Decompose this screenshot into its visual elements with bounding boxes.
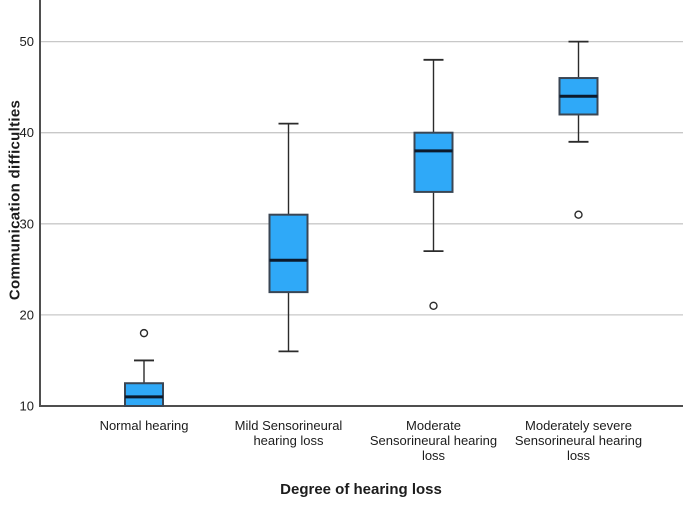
- y-tick-label: 30: [20, 216, 34, 231]
- y-tick-label: 50: [20, 34, 34, 49]
- x-axis-title: Degree of hearing loss: [280, 481, 442, 498]
- x-category-label: Mild Sensorineural: [235, 418, 343, 433]
- x-category-label: Sensorineural hearing: [515, 433, 642, 448]
- y-tick-label: 10: [20, 399, 34, 414]
- y-tick-label: 20: [20, 307, 34, 322]
- boxplot-box: [124, 382, 164, 408]
- x-category-label: hearing loss: [253, 433, 324, 448]
- x-category-label: Moderate: [406, 418, 461, 433]
- outlier-point: [429, 301, 438, 310]
- x-category-label: loss: [422, 448, 446, 463]
- y-axis-title: Communication difficulties: [6, 99, 24, 301]
- outlier-point: [574, 210, 583, 219]
- x-category-label: Normal hearing: [100, 418, 189, 433]
- x-category-label: Moderately severe: [525, 418, 632, 433]
- y-tick-label: 40: [20, 125, 34, 140]
- x-category-label: loss: [567, 448, 591, 463]
- x-category-label: Sensorineural hearing: [370, 433, 497, 448]
- boxplot-box: [413, 131, 454, 193]
- boxplot-box: [268, 213, 309, 294]
- outlier-point: [139, 328, 149, 338]
